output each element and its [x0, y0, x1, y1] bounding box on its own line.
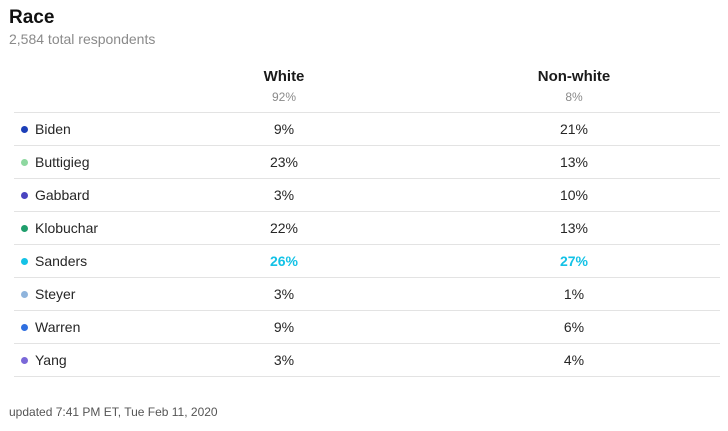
candidate-cell: Biden — [21, 113, 71, 145]
white-value: 9% — [273, 121, 295, 137]
results-table: Biden 9% 21% Buttigieg 23% 13% Gabbard 3… — [14, 112, 720, 377]
candidate-color-dot-icon — [21, 356, 28, 364]
candidate-cell: Yang — [21, 344, 67, 376]
nonwhite-value: 27% — [559, 253, 589, 269]
candidate-name: Yang — [35, 352, 67, 368]
nonwhite-value: 13% — [559, 220, 589, 236]
candidate-name: Sanders — [35, 253, 88, 269]
candidate-name: Warren — [35, 319, 81, 335]
column-name: White — [263, 68, 305, 85]
table-row: Gabbard 3% 10% — [14, 179, 720, 212]
white-value: 3% — [273, 352, 295, 368]
column-header-white: White 92% — [184, 68, 384, 104]
table-row: Warren 9% 6% — [14, 311, 720, 344]
nonwhite-value: 13% — [559, 154, 589, 170]
nonwhite-value: 21% — [559, 121, 589, 137]
white-value: 3% — [273, 187, 295, 203]
table-row: Biden 9% 21% — [14, 113, 720, 146]
candidate-name: Steyer — [35, 286, 76, 302]
updated-timestamp: updated 7:41 PM ET, Tue Feb 11, 2020 — [9, 405, 218, 419]
table-row: Yang 3% 4% — [14, 344, 720, 377]
white-value: 3% — [273, 286, 295, 302]
white-value: 26% — [269, 253, 299, 269]
candidate-color-dot-icon — [21, 323, 28, 331]
column-name: Non-white — [537, 68, 611, 85]
column-header-nonwhite: Non-white 8% — [474, 68, 674, 104]
candidate-cell: Gabbard — [21, 179, 89, 211]
table-row: Klobuchar 22% 13% — [14, 212, 720, 245]
candidate-color-dot-icon — [21, 125, 28, 133]
candidate-cell: Buttigieg — [21, 146, 89, 178]
candidate-color-dot-icon — [21, 191, 28, 199]
nonwhite-value: 4% — [563, 352, 585, 368]
table-row: Sanders 26% 27% — [14, 245, 720, 278]
respondents-count: 2,584 total respondents — [9, 31, 156, 47]
candidate-cell: Klobuchar — [21, 212, 98, 244]
nonwhite-value: 6% — [563, 319, 585, 335]
white-value: 9% — [273, 319, 295, 335]
white-value: 22% — [269, 220, 299, 236]
candidate-cell: Warren — [21, 311, 80, 343]
candidate-name: Buttigieg — [35, 154, 90, 170]
candidate-cell: Steyer — [21, 278, 75, 310]
table-row: Buttigieg 23% 13% — [14, 146, 720, 179]
candidate-color-dot-icon — [21, 224, 28, 232]
section-title: Race — [9, 7, 55, 28]
column-share: 92% — [271, 90, 297, 104]
nonwhite-value: 10% — [559, 187, 589, 203]
candidate-name: Gabbard — [35, 187, 90, 203]
candidate-cell: Sanders — [21, 245, 87, 277]
candidate-name: Biden — [35, 121, 71, 137]
candidate-color-dot-icon — [21, 290, 28, 298]
candidate-name: Klobuchar — [35, 220, 99, 236]
candidate-color-dot-icon — [21, 257, 28, 265]
candidate-color-dot-icon — [21, 158, 28, 166]
white-value: 23% — [269, 154, 299, 170]
column-share: 8% — [565, 90, 583, 104]
table-row: Steyer 3% 1% — [14, 278, 720, 311]
nonwhite-value: 1% — [563, 286, 585, 302]
